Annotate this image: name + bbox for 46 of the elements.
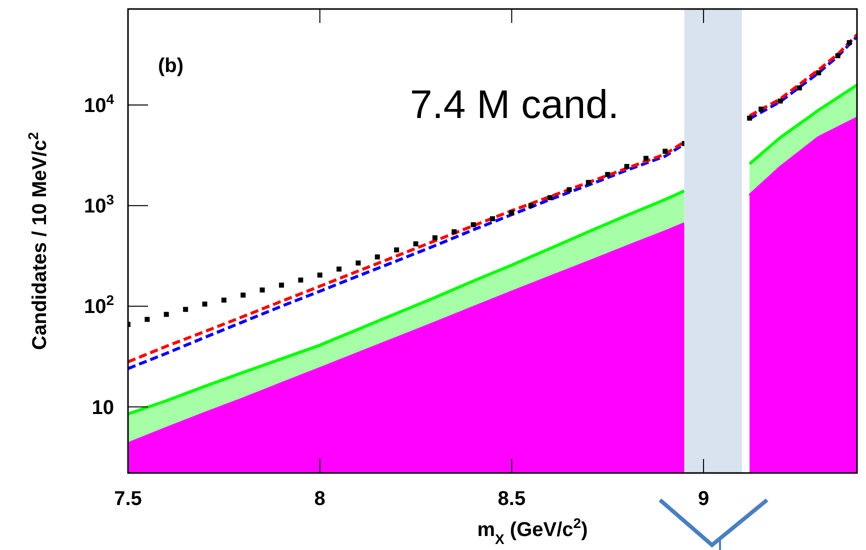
point [413, 241, 418, 246]
y-tick-label: 10 [92, 396, 114, 419]
point [144, 316, 150, 322]
point [643, 156, 648, 161]
point [605, 172, 610, 177]
point [528, 203, 534, 208]
point [490, 216, 495, 222]
point [356, 260, 361, 266]
point [509, 210, 514, 216]
point [374, 254, 380, 260]
point [298, 278, 304, 283]
x-axis-title: m$_{X}$ (GeV/c$^{2}$) [477, 515, 588, 547]
y-tick-label: 10$^{3}$ [84, 192, 114, 218]
point [164, 312, 169, 317]
point [778, 98, 783, 104]
point [586, 180, 591, 185]
point [260, 287, 265, 292]
point [394, 247, 400, 252]
point [548, 195, 553, 200]
point [566, 187, 572, 192]
annotation: 7.4 M cand. [410, 83, 620, 127]
point [846, 40, 852, 46]
point [796, 85, 802, 90]
point [452, 229, 457, 234]
x-tick-label: 8.5 [498, 488, 526, 510]
point [470, 222, 476, 228]
annotation: (b) [158, 55, 184, 77]
y-tick-label: 10$^{2}$ [84, 292, 114, 318]
point [835, 53, 840, 58]
point [758, 106, 764, 112]
point [336, 266, 342, 272]
x-tick-label: 8 [314, 488, 326, 510]
point [221, 298, 226, 303]
point [240, 292, 246, 298]
point [317, 272, 322, 278]
point [432, 235, 438, 240]
point [183, 306, 188, 312]
point [278, 282, 284, 288]
x-tick-label: 9 [698, 488, 710, 510]
point [662, 148, 668, 154]
point [747, 116, 752, 121]
x-tick-label: 7.5 [114, 488, 142, 510]
point [816, 70, 822, 76]
point [202, 302, 208, 307]
y-tick-label: 10$^{4}$ [84, 91, 114, 118]
point [624, 164, 630, 169]
